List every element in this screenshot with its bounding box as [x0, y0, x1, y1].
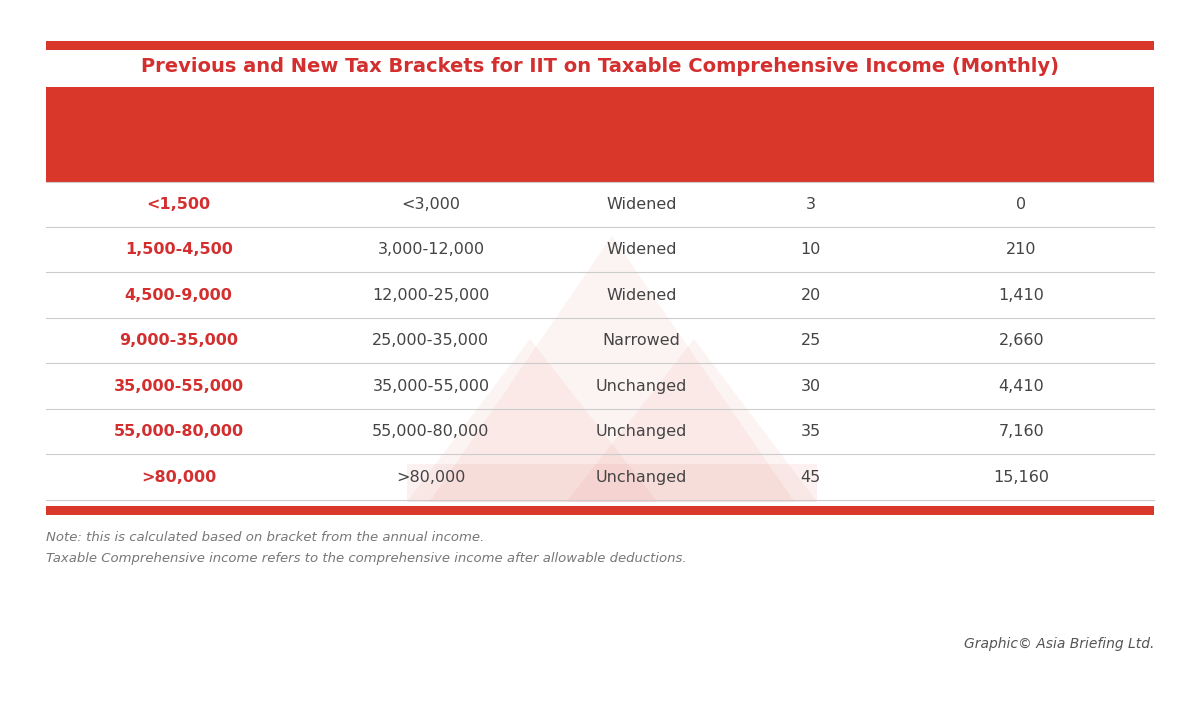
Text: 25: 25	[800, 333, 821, 348]
Text: Previous bracket* (RMB): Previous bracket* (RMB)	[68, 127, 289, 142]
Text: Effect: Effect	[616, 127, 668, 142]
Text: Graphic© Asia Briefing Ltd.: Graphic© Asia Briefing Ltd.	[964, 637, 1154, 651]
Text: Unchanged: Unchanged	[596, 470, 688, 485]
Text: >80,000: >80,000	[142, 470, 216, 485]
Text: <3,000: <3,000	[402, 197, 461, 211]
Text: 35: 35	[800, 424, 821, 439]
Polygon shape	[430, 236, 794, 502]
Text: Unchanged: Unchanged	[596, 424, 688, 439]
Text: Note: this is calculated based on bracket from the annual income.: Note: this is calculated based on bracke…	[46, 531, 484, 544]
Polygon shape	[407, 464, 817, 502]
Text: 15,160: 15,160	[994, 470, 1049, 485]
Polygon shape	[566, 339, 817, 502]
Text: <1,500: <1,500	[146, 197, 211, 211]
Text: 10: 10	[800, 242, 821, 257]
Text: 2,660: 2,660	[998, 333, 1044, 348]
Text: 35,000-55,000: 35,000-55,000	[114, 379, 244, 394]
Text: 12,000-25,000: 12,000-25,000	[372, 288, 490, 303]
Text: 1,410: 1,410	[998, 288, 1044, 303]
Text: Narrowed: Narrowed	[602, 333, 680, 348]
Polygon shape	[407, 339, 658, 502]
Text: Previous and New Tax Brackets for IIT on Taxable Comprehensive Income (Monthly): Previous and New Tax Brackets for IIT on…	[142, 58, 1060, 76]
Text: 35,000-55,000: 35,000-55,000	[372, 379, 490, 394]
Text: 45: 45	[800, 470, 821, 485]
Text: 25,000-35,000: 25,000-35,000	[372, 333, 490, 348]
Text: 1,500-4,500: 1,500-4,500	[125, 242, 233, 257]
Text: 4,410: 4,410	[998, 379, 1044, 394]
Text: 3: 3	[805, 197, 816, 211]
Text: Taxable Comprehensive income refers to the comprehensive income after allowable : Taxable Comprehensive income refers to t…	[46, 553, 686, 565]
Text: Widened: Widened	[606, 242, 677, 257]
Text: 55,000-80,000: 55,000-80,000	[372, 424, 490, 439]
Text: Widened: Widened	[606, 288, 677, 303]
Text: 3,000-12,000: 3,000-12,000	[377, 242, 485, 257]
Text: 55,000-80,000: 55,000-80,000	[114, 424, 244, 439]
Text: 9,000-35,000: 9,000-35,000	[119, 333, 238, 348]
Text: IIT rate (%): IIT rate (%)	[760, 127, 862, 142]
Text: 30: 30	[800, 379, 821, 394]
Text: New bracket (RMB): New bracket (RMB)	[344, 127, 518, 142]
Text: >80,000: >80,000	[396, 470, 466, 485]
Text: Unchanged: Unchanged	[596, 379, 688, 394]
Text: 210: 210	[1006, 242, 1037, 257]
Text: Quick deduction
(under new law): Quick deduction (under new law)	[948, 117, 1094, 152]
Text: 0: 0	[1016, 197, 1026, 211]
Text: Widened: Widened	[606, 197, 677, 211]
Text: 7,160: 7,160	[998, 424, 1044, 439]
Text: 4,500-9,000: 4,500-9,000	[125, 288, 233, 303]
Text: 20: 20	[800, 288, 821, 303]
